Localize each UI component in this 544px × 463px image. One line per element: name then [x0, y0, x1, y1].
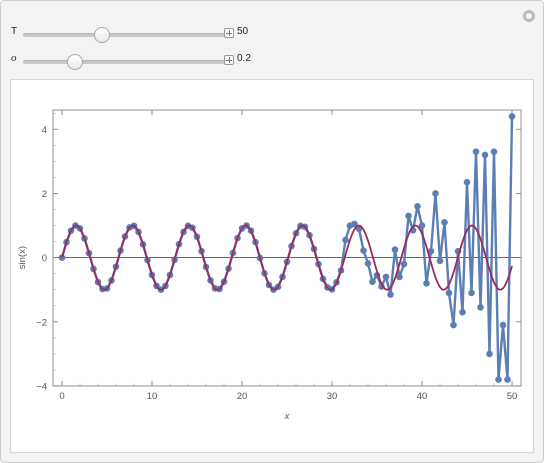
t-label: T: [11, 26, 18, 37]
omega-plus-icon[interactable]: [224, 55, 234, 65]
x-tick-label: 50: [507, 391, 518, 402]
sample-point: [441, 219, 448, 226]
x-axis-label: x: [284, 411, 291, 422]
y-axis-label: sin(x): [17, 246, 28, 269]
sample-point: [427, 247, 435, 255]
sin-curve: [61, 224, 513, 291]
plot-frame: [52, 109, 522, 387]
sample-point: [472, 148, 480, 156]
t-plus-icon[interactable]: [224, 28, 234, 38]
sample-point: [351, 220, 358, 228]
sample-point: [499, 321, 507, 329]
y-tick-label: −2: [36, 317, 47, 328]
sample-point: [436, 257, 444, 265]
omega-control: ο 0.2: [11, 51, 311, 71]
sample-point: [396, 273, 403, 281]
sample-point: [463, 178, 471, 186]
sample-point: [490, 148, 498, 156]
sample-point: [481, 151, 489, 159]
sample-point: [423, 280, 430, 287]
t-value: 50: [237, 26, 249, 37]
t-control: T 50: [11, 24, 311, 44]
sample-point: [387, 291, 394, 298]
series-group: [58, 113, 516, 383]
sample-point: [445, 289, 453, 297]
sample-point: [486, 350, 493, 358]
omega-slider-thumb[interactable]: [67, 54, 83, 70]
sampled-series-line: [60, 116, 514, 381]
x-tick-label: 20: [237, 391, 248, 402]
x-tick-label: 0: [59, 391, 64, 402]
x-tick-label: 30: [327, 391, 338, 402]
sample-point: [414, 202, 421, 210]
sample-point: [508, 113, 516, 120]
y-tick-label: 2: [42, 189, 47, 200]
sample-point: [432, 190, 439, 197]
x-tick-label: 40: [417, 391, 428, 402]
sample-point: [450, 321, 457, 329]
y-tick-label: 4: [42, 125, 47, 136]
omega-label: ο: [11, 52, 17, 64]
t-slider-thumb[interactable]: [94, 27, 111, 43]
sample-point: [382, 273, 390, 281]
sample-point: [504, 376, 511, 383]
omega-value: 0.2: [237, 53, 251, 64]
plot-area: 0 10 20 30 40 50 −4 −2 0 2 4 x sin(x): [10, 79, 534, 453]
omega-slider[interactable]: [23, 54, 231, 70]
sample-point: [459, 308, 466, 316]
sine-chart: 0 10 20 30 40 50 −4 −2 0 2 4 x sin(x): [17, 109, 522, 422]
sample-point: [495, 376, 502, 383]
sample-point: [360, 247, 367, 254]
sample-point: [468, 289, 475, 297]
reset-icon[interactable]: [523, 10, 535, 22]
x-tick-label: 10: [147, 391, 158, 402]
sample-point: [342, 236, 349, 244]
sample-point: [369, 278, 376, 285]
sample-point: [405, 212, 412, 220]
y-tick-label: −4: [36, 382, 47, 393]
sample-point: [400, 260, 408, 268]
sample-point: [418, 222, 426, 229]
t-slider[interactable]: [23, 27, 231, 43]
sample-point: [477, 304, 484, 311]
sample-point: [364, 260, 372, 267]
sample-point: [391, 246, 399, 253]
y-tick-label: 0: [42, 253, 47, 264]
